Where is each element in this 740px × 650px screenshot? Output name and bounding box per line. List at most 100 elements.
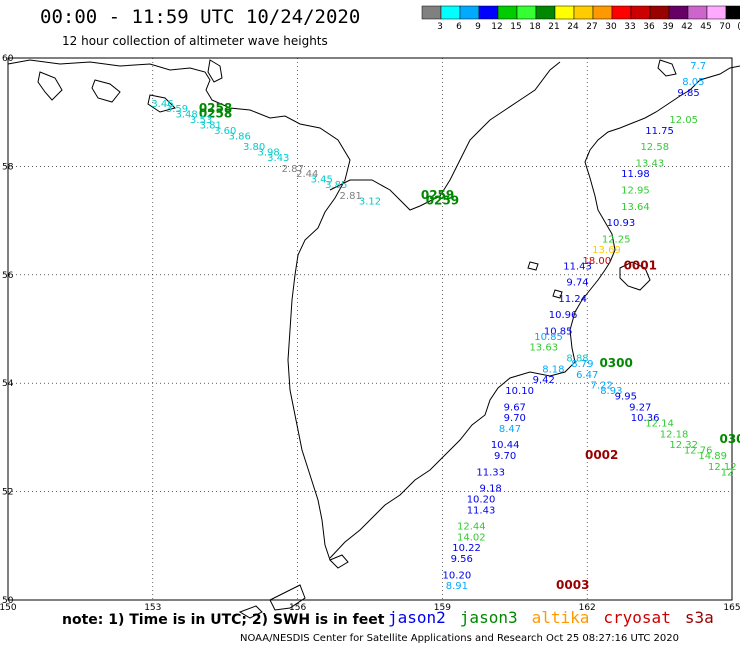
colorbar-label: 27 <box>586 22 597 32</box>
pass-time-label: 0002 <box>585 448 618 462</box>
swh-value-label: 11.75 <box>645 126 674 137</box>
pass-time-label: 0259 <box>426 193 459 207</box>
chart-title: 00:00 - 11:59 UTC 10/24/2020 <box>40 6 361 28</box>
pass-time-label: 030 <box>719 432 740 446</box>
colorbar-label: 9 <box>475 22 481 32</box>
swh-value-label: 2.44 <box>296 169 318 180</box>
colorbar-label: 30 <box>605 22 617 32</box>
chart-subtitle: 12 hour collection of altimeter wave hei… <box>62 34 328 48</box>
swh-value-label: 7.22 <box>591 381 613 392</box>
footer-credit: NOAA/NESDIS Center for Satellite Applica… <box>240 633 679 644</box>
colorbar-label: 15 <box>510 22 521 32</box>
swh-value-label: 3.43 <box>267 153 289 164</box>
colorbar-label: 12 <box>491 22 502 32</box>
colorbar-label: 6 <box>456 22 462 32</box>
swh-value-label: 3.45 <box>311 175 333 186</box>
swh-value-label: 12.25 <box>602 234 631 245</box>
swh-value-label: 3.46 <box>151 99 173 110</box>
plot-frame <box>7 57 733 601</box>
x-tick-label: 156 <box>289 603 306 613</box>
swh-value-label: 9.70 <box>494 451 516 462</box>
island-3 <box>147 94 176 113</box>
x-tick-label: 162 <box>579 603 596 613</box>
swh-value-label: 10.44 <box>491 440 520 451</box>
swh-value-label: 11.43 <box>467 505 496 516</box>
swh-value-label: 8.05 <box>682 77 704 88</box>
swh-value-label: 9.56 <box>451 554 473 565</box>
swh-value-label: 9.95 <box>615 391 637 402</box>
colorbar-label: 21 <box>548 22 559 32</box>
swh-value-label: 9.67 <box>504 402 526 413</box>
swh-value-label: 8.18 <box>542 364 564 375</box>
island-6 <box>527 261 539 271</box>
swh-value-label: 12.32 <box>669 440 698 451</box>
pass-time-label: 0258 <box>199 107 232 121</box>
x-tick-label: 165 <box>723 603 740 613</box>
swh-value-label: 10.20 <box>467 494 496 505</box>
swh-value-label: 3.12 <box>359 196 381 207</box>
swh-value-label: 3.81 <box>200 120 222 131</box>
x-tick-label: 150 <box>0 603 17 613</box>
coastline-mainland <box>7 59 351 561</box>
swh-value-label: 10.10 <box>505 386 534 397</box>
swh-value-label: 12.44 <box>457 522 486 533</box>
colorbar-label: 18 <box>529 22 541 32</box>
swh-value-label: 12.95 <box>621 186 650 197</box>
swh-value-label: 3.86 <box>229 131 251 142</box>
island-2 <box>91 79 121 103</box>
colorbar-label: 39 <box>662 22 674 32</box>
swh-value-label: 10.96 <box>549 310 578 321</box>
swh-value-label: 6.47 <box>576 370 598 381</box>
swh-value-label: 11.33 <box>476 467 505 478</box>
swh-value-label: 8.93 <box>600 386 622 397</box>
footer-note: note: 1) Time is in UTC; 2) SWH is in fe… <box>62 612 385 628</box>
swh-value-label: 12 <box>721 467 734 478</box>
coastline-kamchatka-east <box>329 65 740 559</box>
swh-value-label: 10.20 <box>443 570 472 581</box>
y-tick-label: 50 <box>2 596 14 606</box>
swh-value-label: 10.22 <box>452 543 481 554</box>
swh-value-label: 3.59 <box>166 104 188 115</box>
swh-value-label: 3.48 <box>175 110 197 121</box>
colorbar-label: 3 <box>437 22 443 32</box>
swh-value-label: 10.85 <box>544 326 573 337</box>
swh-value-label: 10.36 <box>631 413 660 424</box>
y-tick-label: 58 <box>2 162 14 172</box>
island-4 <box>207 59 223 83</box>
swh-value-label: 11.43 <box>563 261 592 272</box>
swh-value-label: 8.91 <box>446 581 468 592</box>
satellite-legend: jason2 jason3 altika cryosat s3a <box>388 608 728 627</box>
swh-value-label: 10.93 <box>607 218 636 229</box>
swh-value-label: 9.85 <box>677 88 699 99</box>
swh-value-label: 10.85 <box>534 332 563 343</box>
satellite-legend-jason3: jason3 <box>459 608 518 627</box>
swh-value-label: 8.88 <box>566 354 588 365</box>
swh-value-label: 11.98 <box>621 169 650 180</box>
colorbar-label: 36 <box>643 22 655 32</box>
x-tick-label: 153 <box>144 603 161 613</box>
pass-time-label: 0003 <box>556 578 589 592</box>
satellite-legend-altika: altika <box>531 608 590 627</box>
swh-value-label: 14.02 <box>457 532 486 543</box>
swh-value-label: 12.14 <box>645 419 674 430</box>
swh-value-label: 9.74 <box>566 278 588 289</box>
island-5 <box>657 59 677 77</box>
colorbar-label: 24 <box>567 22 579 32</box>
swh-value-label: 12.76 <box>684 446 713 457</box>
colorbar-swatch <box>725 5 740 20</box>
colorbar-label: 70 <box>719 22 731 32</box>
swh-value-label: 3.53 <box>190 115 212 126</box>
colorbar-label: 42 <box>681 22 692 32</box>
colorbar-label: 33 <box>624 22 635 32</box>
swh-value-label: 13.43 <box>636 158 665 169</box>
island-1 <box>37 71 63 101</box>
pass-time-label: 0258 <box>199 101 232 115</box>
swh-value-label: 13.64 <box>621 202 650 213</box>
x-tick-label: 159 <box>434 603 451 613</box>
swh-value-label: 12.18 <box>660 429 689 440</box>
axis-ticks: 150 153 156 159 162 165 50 52 54 56 58 60 <box>0 54 740 613</box>
swh-value-label: 2.81 <box>340 191 362 202</box>
